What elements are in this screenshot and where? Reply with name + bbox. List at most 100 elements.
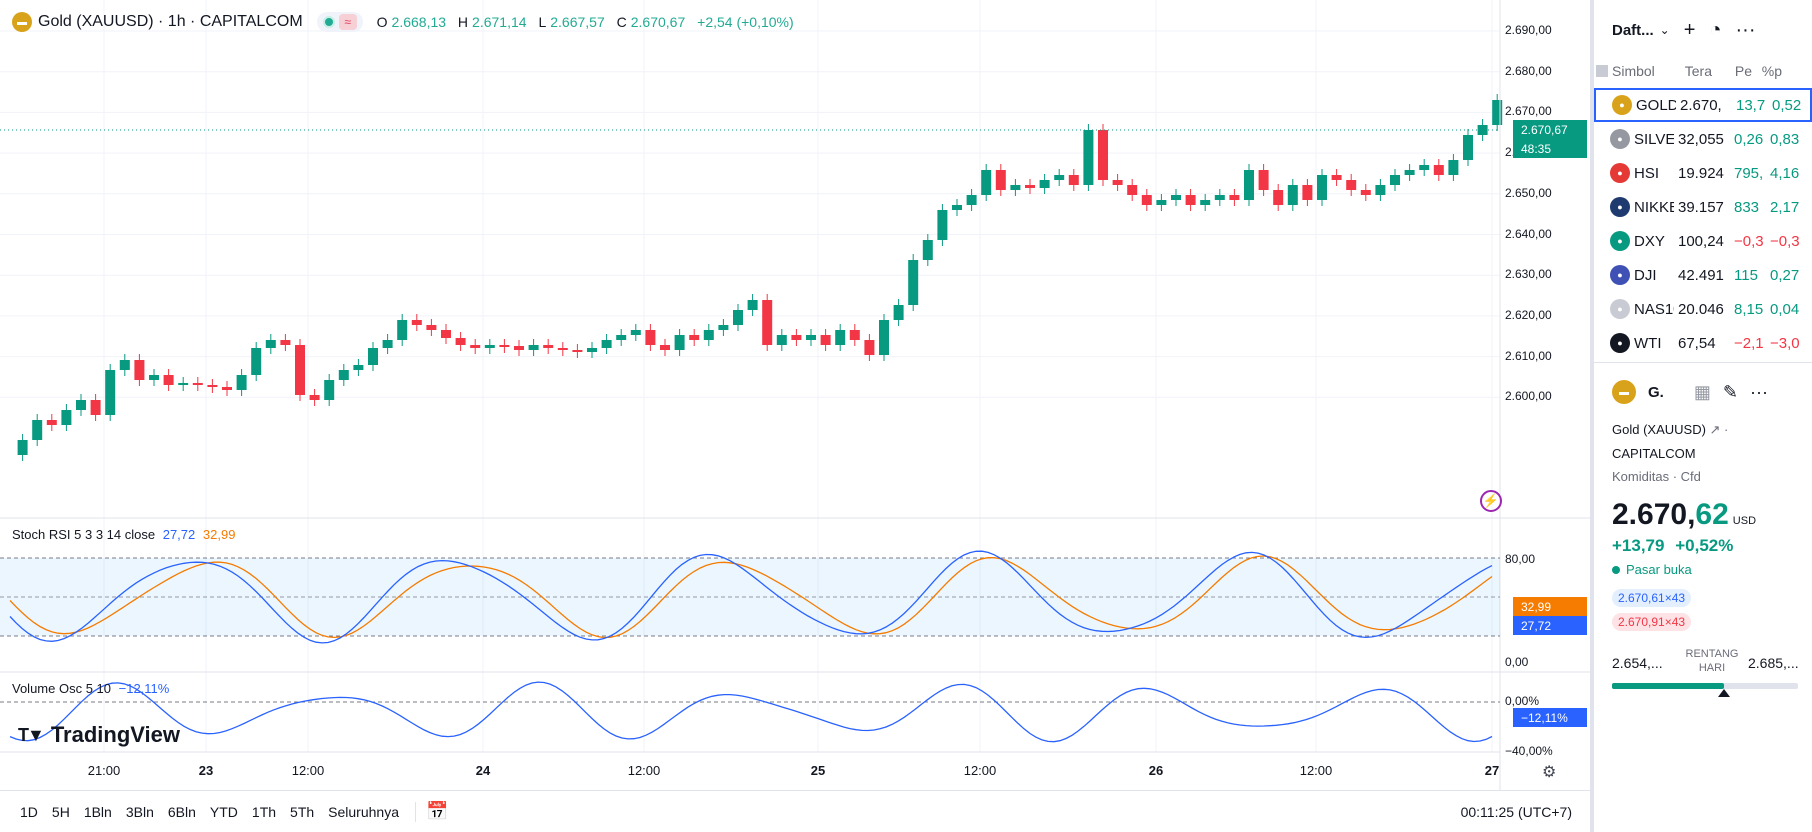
external-link-icon[interactable]: ↗ · <box>1709 422 1729 437</box>
watchlist-last: 32,055 <box>1678 130 1724 148</box>
symbol-details: ▬ G. ▦ ✎ ··· Gold (XAUUSD) ↗ · CAPITALCO… <box>1594 362 1812 707</box>
layout-grid-icon[interactable]: ▦ <box>1693 381 1711 402</box>
candle-body <box>1492 100 1503 125</box>
col-pct[interactable]: %p <box>1761 63 1782 79</box>
range-button[interactable]: Seluruhnya <box>328 803 399 820</box>
candle-body <box>952 205 962 210</box>
market-status-pill[interactable]: ≈ <box>316 12 363 32</box>
stoch-k-value: 27,72 <box>162 527 196 542</box>
change-value: +2,54 (+0,10%) <box>697 14 794 30</box>
volume-osc-value: −12,11% <box>118 681 170 696</box>
watchlist-row[interactable]: ● DJI 42.491 115 0,27 <box>1594 258 1812 292</box>
details-short-name[interactable]: G. <box>1648 383 1664 401</box>
low-value: 2.667,57 <box>550 14 605 30</box>
watchlist-row[interactable]: ● GOLD 2.670, 13,7 0,52 <box>1594 88 1812 122</box>
candle-body <box>1200 200 1211 205</box>
watchlist-row[interactable]: ● DXY 100,24 −0,3 −0,3 <box>1594 224 1812 258</box>
watchlist-pct: −0,3 <box>1770 232 1800 250</box>
market-open-dot-icon <box>322 16 335 28</box>
candle-body <box>660 345 670 350</box>
stoch-d-tag: 32,99 <box>1513 597 1587 616</box>
watchlist-row[interactable]: ●NAS10020.046 8,15 0,04 <box>1594 292 1812 326</box>
price-axis-label: 2.640,00 <box>1505 226 1552 241</box>
dollar-icon: ● <box>1610 231 1630 251</box>
col-symbol[interactable]: Simbol <box>1612 63 1655 79</box>
add-symbol-icon[interactable]: + <box>1683 18 1696 41</box>
watchlist-symbol: DJI <box>1634 266 1657 284</box>
range-button[interactable]: 6Bln <box>167 803 196 820</box>
range-button[interactable]: 3Bln <box>125 803 154 820</box>
watchlist-symbol: SILVER <box>1634 130 1674 148</box>
bottom-toolbar: 1D 5H 1Bln 3Bln 6Bln YTD 1Th 5Th Seluruhnya 📅 00… <box>0 790 1590 832</box>
candle-body <box>922 240 933 260</box>
chart-area[interactable]: ▬ Gold (XAUUSD) · 1h · CAPITALCOM ≈ O 2.6… <box>0 0 1590 832</box>
more-options-icon[interactable]: ··· <box>1735 18 1756 41</box>
watchlist-row[interactable]: ● HSI 19.924 795, 4,16 <box>1594 156 1812 190</box>
candle-body <box>849 330 860 340</box>
edit-icon[interactable]: ✎ <box>1722 381 1738 402</box>
ask-quote[interactable]: 2.670,91×43 <box>1612 613 1692 631</box>
candle-body <box>937 210 948 240</box>
symbol-legend[interactable]: ▬ Gold (XAUUSD) · 1h · CAPITALCOM ≈ O 2.6… <box>12 10 798 34</box>
time-axis-label: 12:00 <box>627 763 661 778</box>
range-button[interactable]: 5Th <box>290 803 315 820</box>
candle-body <box>966 195 977 205</box>
range-button[interactable]: 1Th <box>251 803 277 820</box>
watchlist-change: 833 <box>1734 198 1760 216</box>
settings-gear-icon[interactable]: ⚙ <box>1542 764 1557 781</box>
watchlist-row[interactable]: ● WTI 67,54 −2,1 −3,0 <box>1594 326 1812 360</box>
candle-body <box>514 346 524 350</box>
watchlist-row[interactable]: ●SILVER32,055 0,26 0,83 <box>1594 122 1812 156</box>
select-all-checkbox[interactable] <box>1596 65 1608 77</box>
market-open-dot-icon <box>1612 565 1620 574</box>
bid-quote[interactable]: 2.670,61×43 <box>1612 589 1692 607</box>
candle-body <box>105 370 116 415</box>
advanced-view-icon[interactable]: ◔ <box>1709 18 1722 41</box>
market-status[interactable]: Pasar buka <box>1594 562 1812 577</box>
watchlist-last: 39.157 <box>1678 198 1724 216</box>
candle-body <box>703 330 714 340</box>
watchlist-pct: 0,27 <box>1770 266 1800 284</box>
watchlist-change: −2,1 <box>1734 334 1764 352</box>
range-button[interactable]: 1Bln <box>83 803 112 820</box>
watchlist-row[interactable]: ●NIKKEI39.157 833 2,17 <box>1594 190 1812 224</box>
price-integer: 2.670, <box>1612 498 1696 531</box>
open-value: 2.668,13 <box>391 14 447 30</box>
tradingview-logo[interactable]: T▼ TradingView <box>18 722 180 748</box>
lightning-icon[interactable]: ⚡ <box>1480 490 1502 512</box>
details-price: 2.670,62 USD <box>1594 498 1812 532</box>
gold-bars-icon: ▬ <box>12 12 32 32</box>
volume-osc-legend[interactable]: Volume Osc 5 10 −12,11% <box>12 681 169 696</box>
col-last[interactable]: Tera <box>1684 63 1712 79</box>
price-currency: USD <box>1732 515 1757 527</box>
watchlist-title[interactable]: Daft... <box>1612 21 1654 39</box>
candle-body <box>353 365 364 370</box>
price-axis-label: 2.690,00 <box>1505 23 1552 37</box>
stoch-rsi-title: Stoch RSI 5 3 3 14 close <box>12 527 156 542</box>
details-exchange[interactable]: CAPITALCOM <box>1612 446 1696 461</box>
col-change[interactable]: Pe <box>1734 63 1752 79</box>
candle-body <box>1346 180 1357 190</box>
details-full-name[interactable]: Gold (XAUUSD) <box>1612 422 1706 437</box>
clock[interactable]: 00:11:25 (UTC+7) <box>1460 803 1572 820</box>
candle-body <box>265 340 276 348</box>
symbol-title[interactable]: Gold (XAUUSD) · 1h · CAPITALCOM <box>38 13 303 30</box>
stoch-rsi-legend[interactable]: Stoch RSI 5 3 3 14 close 27,72 32,99 <box>12 527 235 542</box>
tradingview-logo-text: TradingView <box>50 722 180 747</box>
range-button[interactable]: 1D <box>20 803 38 820</box>
candle-body <box>382 340 393 348</box>
time-axis-label: 24 <box>475 763 491 778</box>
range-button[interactable]: YTD <box>209 803 238 820</box>
range-button[interactable]: 5H <box>51 803 70 820</box>
day-range-marker-icon <box>1717 689 1730 697</box>
chevron-down-icon[interactable]: ⌄ <box>1659 23 1670 37</box>
chart-canvas[interactable] <box>0 0 1590 790</box>
time-axis-label: 12:00 <box>291 763 325 778</box>
candle-body <box>835 330 846 345</box>
more-options-icon[interactable]: ··· <box>1749 381 1768 402</box>
price-axis-label: 2.650,00 <box>1505 185 1552 200</box>
stoch-k-tag: 27,72 <box>1513 616 1587 635</box>
watchlist-symbol: GOLD <box>1636 96 1676 114</box>
goto-date-icon[interactable]: 📅 <box>425 801 449 821</box>
